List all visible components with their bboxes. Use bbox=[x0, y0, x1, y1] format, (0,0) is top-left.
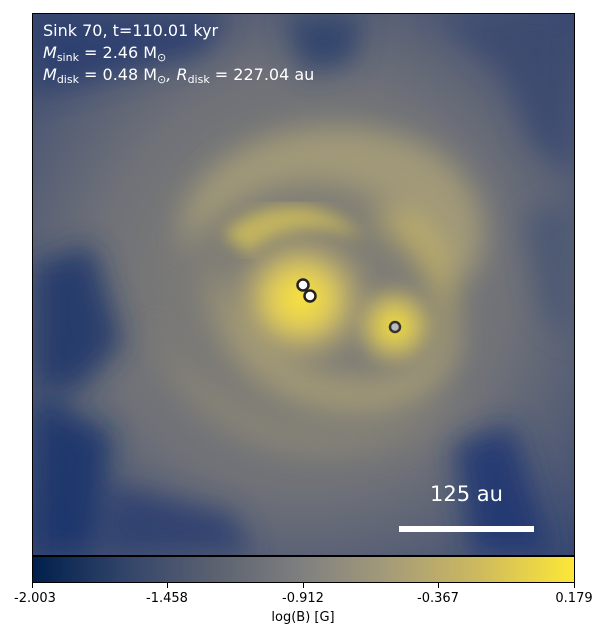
colorbar-tick bbox=[32, 583, 33, 588]
colorbar-tick bbox=[574, 583, 575, 588]
colorbar-tick bbox=[438, 583, 439, 588]
scale-bar-label: 125 au bbox=[430, 482, 503, 506]
sink-particle-a bbox=[296, 278, 310, 292]
colorbar-tick bbox=[167, 583, 168, 588]
sink-particle-b bbox=[303, 289, 317, 303]
colorbar-tick bbox=[303, 583, 304, 588]
colorbar bbox=[32, 556, 575, 583]
colorbar-tick-label: -1.458 bbox=[146, 591, 188, 606]
colorbar-tick-label: -0.912 bbox=[282, 591, 324, 606]
sink-mass: Msink = 2.46 M⊙ bbox=[43, 43, 167, 64]
scale-bar bbox=[399, 526, 534, 532]
magnetic-field-map bbox=[32, 13, 575, 556]
colorbar-tick-label: 0.179 bbox=[555, 591, 593, 606]
colorbar-tick-label: -2.003 bbox=[14, 591, 56, 606]
colorbar-label: log(B) [G] bbox=[271, 610, 335, 625]
disk-props: Mdisk = 0.48 M⊙, Rdisk = 227.04 au bbox=[43, 65, 315, 86]
field-image bbox=[33, 14, 574, 555]
sink-title: Sink 70, t=110.01 kyr bbox=[43, 21, 219, 40]
sink-particle-c bbox=[388, 320, 402, 334]
colorbar-tick-label: -0.367 bbox=[417, 591, 459, 606]
